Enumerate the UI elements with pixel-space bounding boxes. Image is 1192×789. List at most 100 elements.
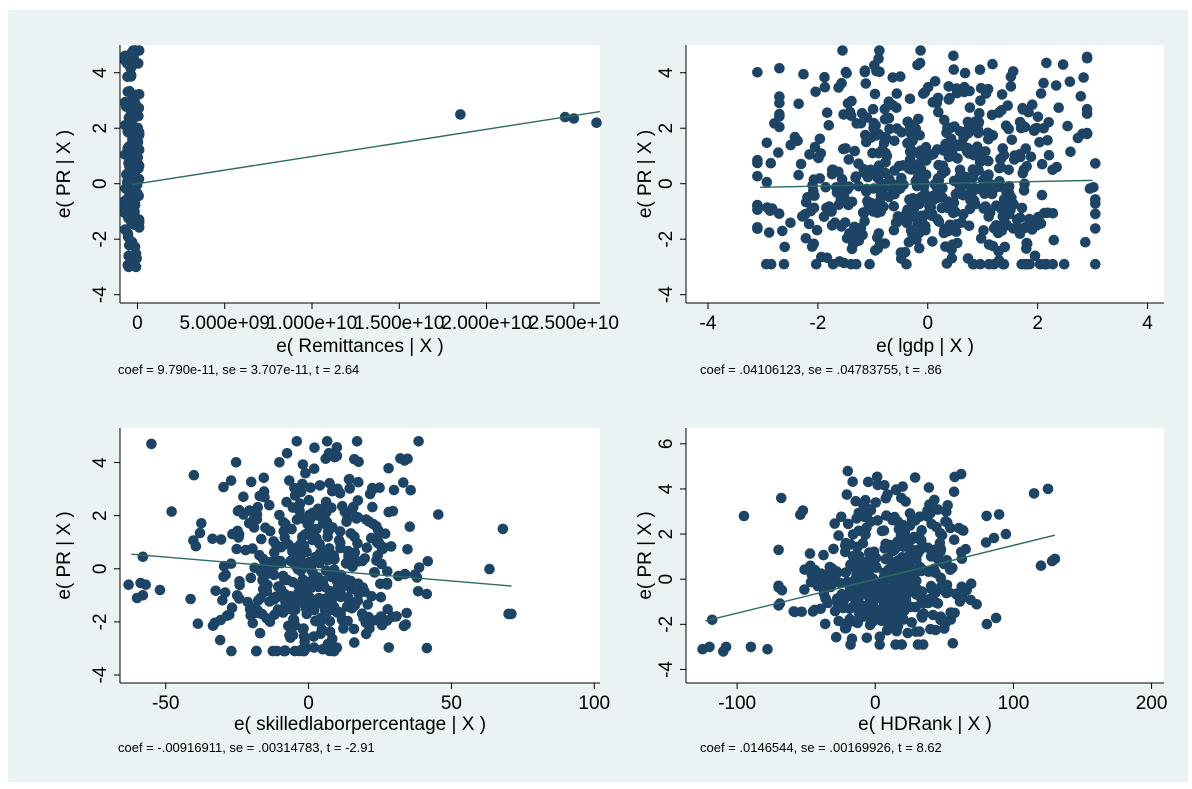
data-point [983, 155, 994, 167]
data-point [123, 579, 134, 590]
data-point [1049, 553, 1061, 565]
data-point [846, 95, 857, 107]
data-point [861, 600, 873, 612]
y-tick-label: 4 [90, 67, 111, 78]
data-point [227, 528, 238, 540]
data-point [404, 521, 416, 532]
data-point [910, 601, 921, 613]
data-point [950, 206, 961, 218]
data-point [761, 137, 773, 149]
data-point [146, 438, 157, 450]
data-point [225, 558, 237, 569]
data-point [804, 149, 815, 160]
y-axis-title: e( PR | X ) [635, 130, 656, 218]
data-point [930, 587, 941, 598]
plot-area [120, 45, 600, 303]
data-point [119, 224, 131, 235]
data-point [828, 543, 839, 555]
data-point [1018, 164, 1030, 176]
x-tick-label: 50 [441, 693, 462, 714]
data-point [951, 87, 963, 99]
data-point [238, 491, 249, 503]
data-point [764, 205, 776, 217]
data-point [939, 114, 950, 126]
data-point [349, 453, 360, 465]
data-point [935, 528, 946, 539]
data-point [763, 227, 775, 238]
data-point [324, 477, 335, 489]
data-point [381, 577, 393, 589]
data-point [983, 239, 995, 250]
data-point [372, 550, 384, 561]
data-point [853, 525, 865, 537]
data-point [877, 583, 888, 595]
data-point [1021, 237, 1032, 249]
data-point [914, 626, 925, 637]
x-tick-label: 2.500e+10 [529, 313, 619, 334]
data-point [955, 468, 967, 480]
data-point [852, 541, 863, 553]
data-point [961, 584, 972, 596]
data-point [127, 60, 138, 71]
data-point [351, 436, 363, 447]
data-point [819, 571, 830, 583]
data-point [899, 246, 911, 258]
data-point [956, 139, 968, 150]
data-point [752, 67, 763, 78]
data-point [332, 581, 344, 593]
y-tick-label: 2 [90, 510, 111, 521]
data-point [871, 471, 883, 483]
data-point [1035, 560, 1047, 571]
data-point [360, 628, 372, 640]
data-point [909, 472, 921, 483]
data-point [941, 258, 953, 269]
y-tick-label: -4 [90, 666, 111, 683]
data-point [922, 542, 934, 554]
data-point [1072, 132, 1084, 144]
data-point [853, 158, 864, 169]
data-point [803, 218, 815, 230]
data-point [297, 560, 309, 572]
data-point [938, 227, 950, 239]
data-point [300, 467, 311, 479]
data-point [188, 535, 199, 546]
data-point [340, 575, 351, 587]
data-point [395, 453, 406, 464]
data-point [225, 475, 237, 486]
data-point [998, 149, 1010, 161]
data-point [891, 88, 903, 99]
data-point [353, 476, 364, 488]
data-point [267, 567, 279, 578]
data-point [274, 509, 285, 521]
data-point [897, 160, 909, 171]
data-point [910, 164, 922, 176]
data-point [873, 160, 885, 171]
data-point [1023, 106, 1034, 118]
data-point [433, 509, 444, 520]
data-point [892, 181, 904, 192]
data-point [194, 527, 206, 539]
data-point [999, 216, 1010, 228]
data-point [815, 603, 826, 615]
data-point [323, 567, 334, 578]
data-point [382, 566, 393, 577]
data-point [302, 602, 314, 614]
data-point [289, 598, 301, 610]
data-point [268, 536, 279, 547]
data-point [192, 618, 204, 629]
data-point [337, 500, 348, 512]
data-point [421, 588, 433, 600]
data-point [745, 641, 757, 653]
data-point [762, 643, 773, 655]
data-point [311, 577, 322, 589]
data-point [893, 562, 904, 574]
data-point [861, 632, 873, 644]
data-point [288, 613, 299, 625]
data-point [838, 143, 849, 155]
data-point [809, 190, 820, 202]
data-point [331, 442, 343, 453]
data-point [231, 590, 243, 601]
data-point [874, 639, 885, 650]
data-point [887, 72, 899, 83]
